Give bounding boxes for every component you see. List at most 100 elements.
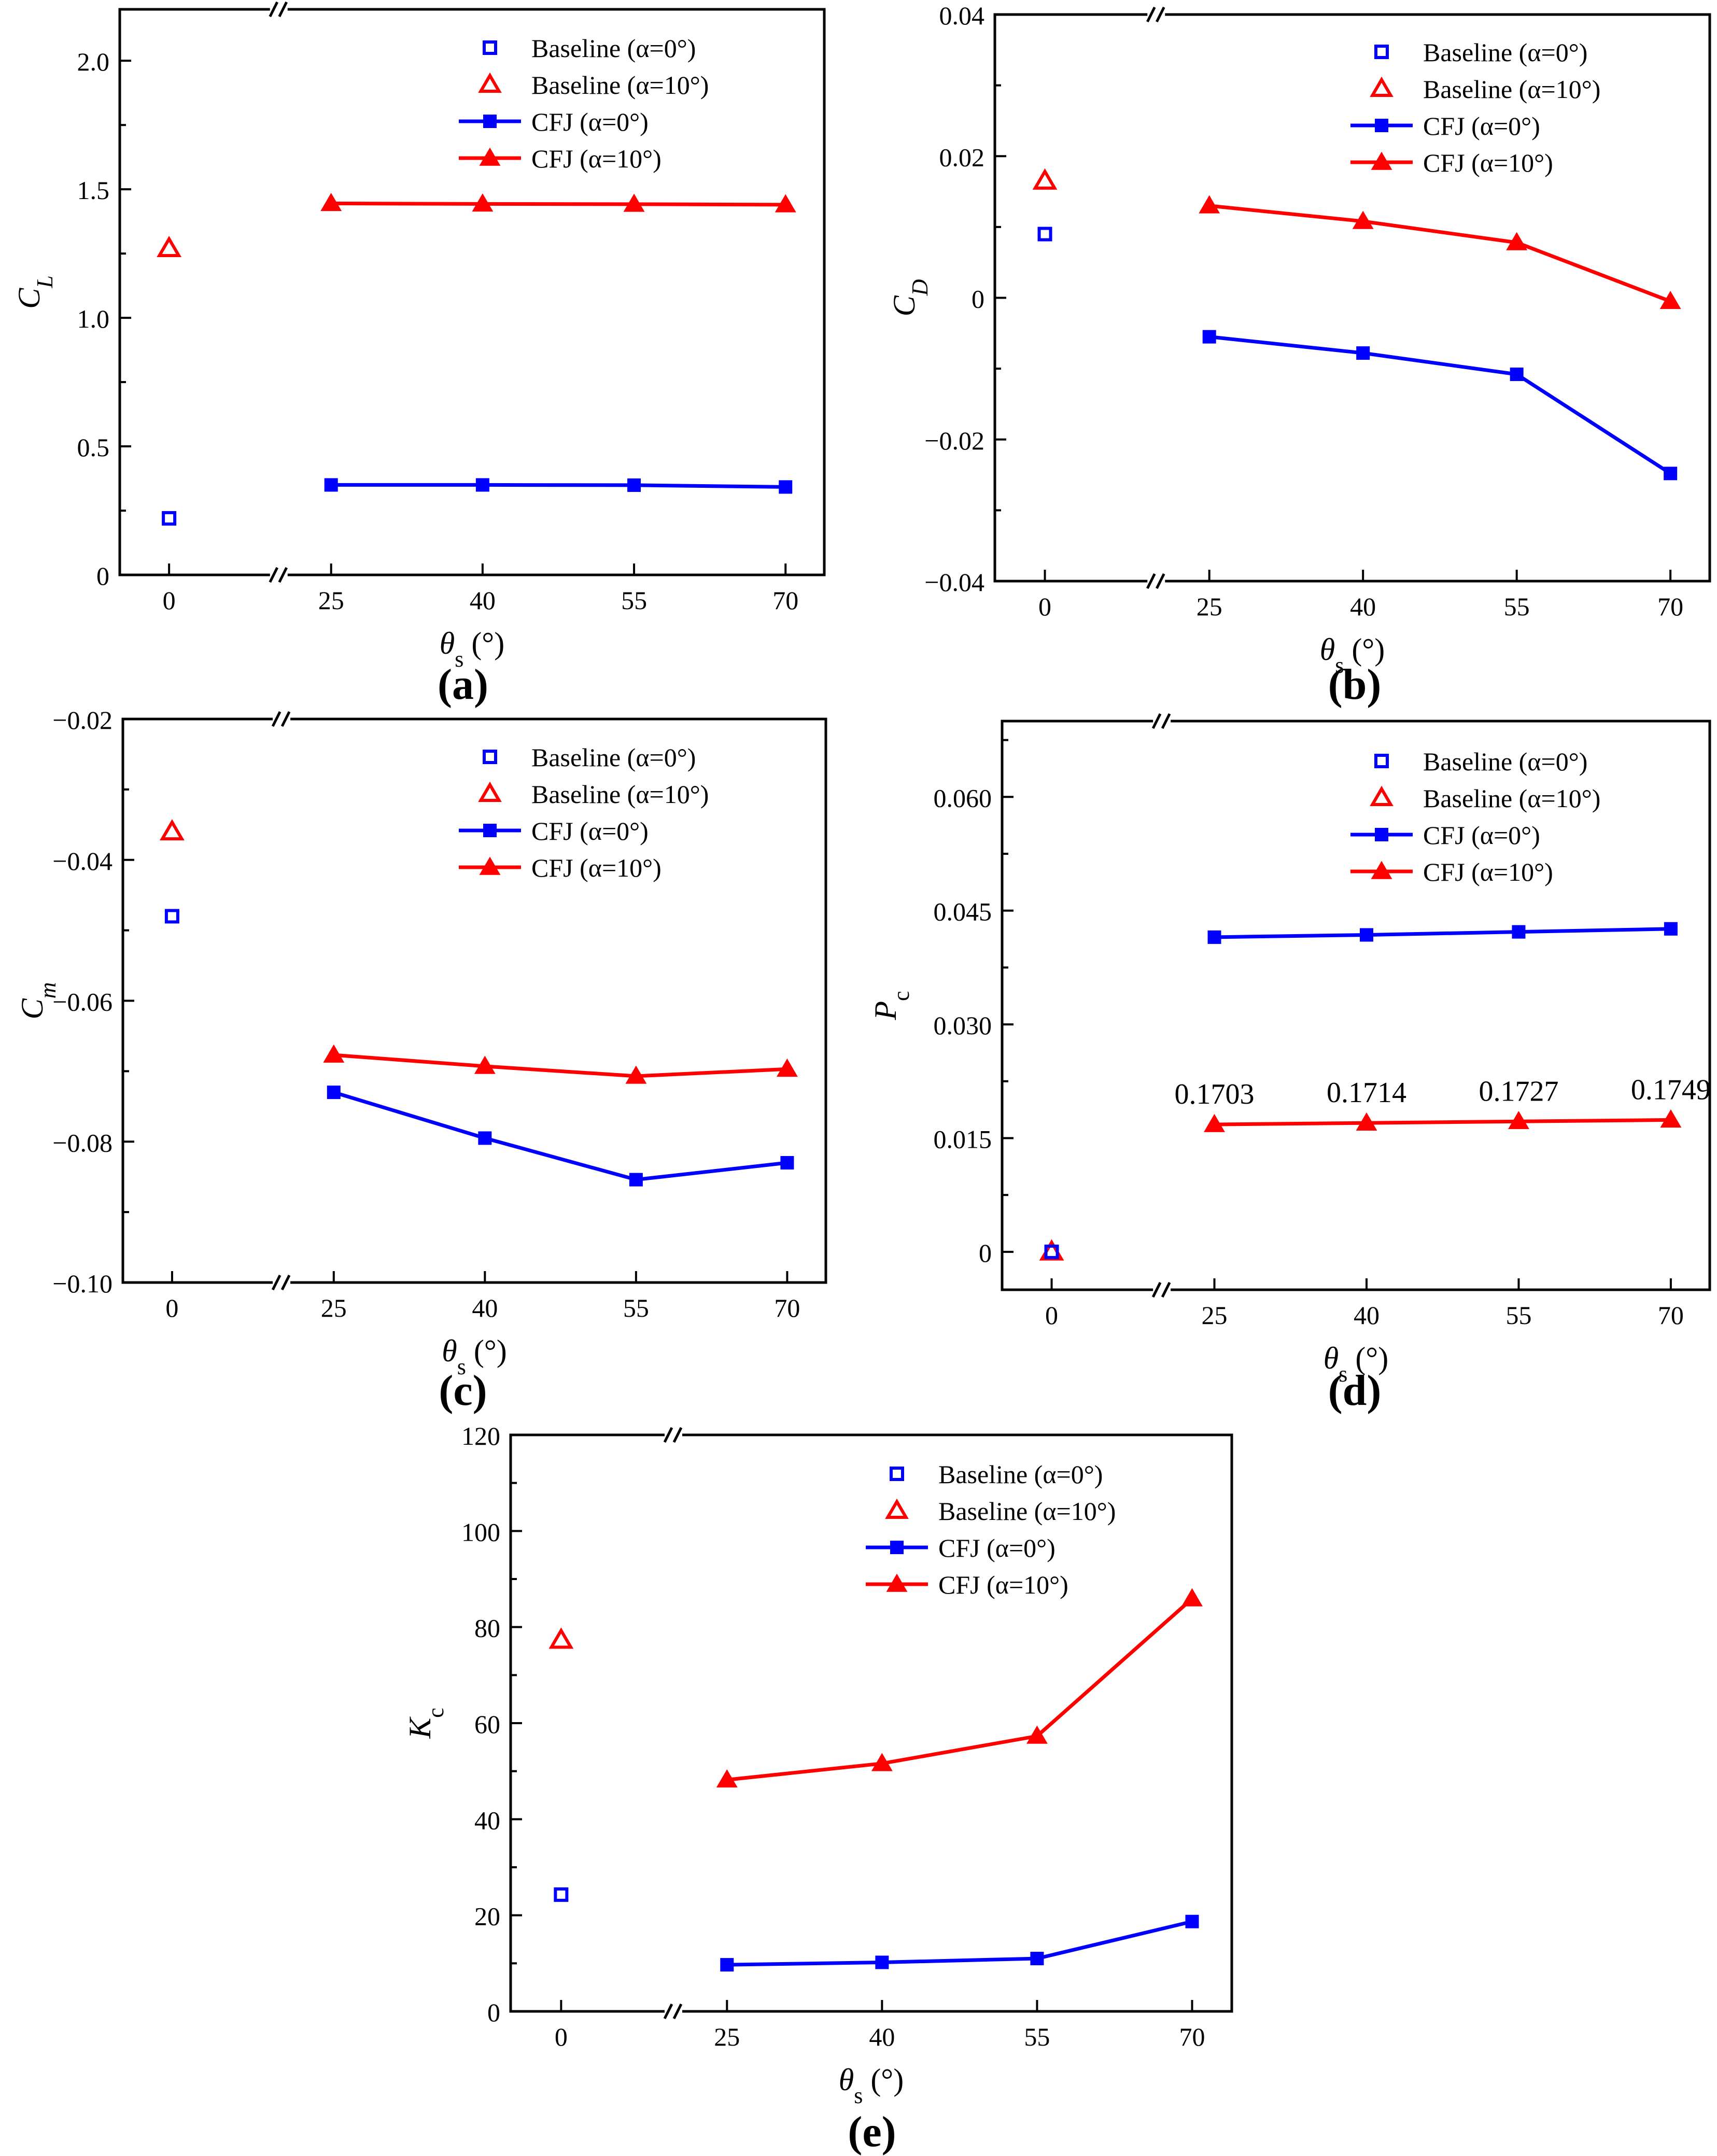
data-point-cfj-alpha10 [1026,1725,1048,1744]
series-line-cfj-alpha0 [1209,335,1672,475]
data-label: 0.1714 [1327,1077,1406,1109]
data-point-cfj-alpha10 [776,1058,798,1077]
panel-label: (e) [848,2108,896,2156]
x-axis-label: θs (°) [440,626,505,672]
y-tick-label: 80 [474,1614,500,1643]
y-tick-label: 0 [487,1998,500,2027]
legend-baseline-alpha0: Baseline (α=0°) [483,34,696,63]
legend: Baseline (α=0°) Baseline (α=10°) CFJ (α=0°… [1350,38,1600,177]
data-point-baseline-alpha0 [554,1887,569,1902]
x-axis-label: θs (°) [1320,632,1385,678]
plot-frame [121,717,827,1284]
y-axis-label: CL [12,275,58,309]
legend-label: Baseline (α=0°) [938,1460,1103,1489]
data-point-cfj-alpha10 [1508,1110,1529,1130]
data-point-cfj-alpha10 [625,1065,647,1084]
data-point-cfj-alpha0 [1030,1952,1044,1966]
y-tick-label: 0.02 [939,143,985,172]
data-point-baseline-alpha10 [157,235,182,257]
data-point-cfj-alpha10 [623,193,645,212]
legend-cfj-alpha0: CFJ (α=0°) [1350,111,1540,140]
y-axis-label-subscript: L [32,275,58,288]
x-axis-label-unit: (°) [1344,632,1385,667]
legend-marker [479,147,501,166]
y-axis-label-subscript: c [423,1708,448,1718]
y-axis-label-symbol: C [12,288,46,309]
x-tick-label: 0 [555,2022,568,2051]
y-axis-label-symbol: P [868,1001,903,1021]
legend-baseline-alpha10: Baseline (α=10°) [478,780,709,809]
legend-label: CFJ (α=10°) [531,853,662,882]
x-tick-label: 0 [165,1293,178,1322]
x-axis-label-symbol: θ [1320,632,1335,667]
x-tick-label: 25 [318,586,344,615]
plot-frame [118,8,826,576]
x-tick-label: 70 [1179,2022,1205,2051]
series-line-cfj-alpha0 [331,483,786,489]
y-axis-label-subscript: c [889,991,914,1001]
x-tick-label: 0 [163,586,176,615]
x-tick-label: 70 [774,1293,800,1322]
axis-break-mark [1151,1281,1171,1298]
x-axis-label: θs (°) [839,2063,904,2108]
x-axis-label-unit: (°) [1347,1341,1388,1375]
data-point-cfj-alpha10 [775,194,796,213]
legend-label: Baseline (α=10°) [531,780,709,809]
series-line-cfj-alpha10 [1209,204,1671,303]
y-axis-label: Cm [15,982,61,1020]
y-tick-label: 20 [474,1902,500,1931]
data-point-cfj-alpha0 [1512,925,1526,939]
legend-cfj-alpha10: CFJ (α=10°) [1350,857,1553,886]
data-point-cfj-alpha10 [1660,1109,1682,1128]
series-line-cfj-alpha10 [331,201,786,207]
legend-label: Baseline (α=10°) [1423,784,1600,813]
y-tick-label: 0 [979,1238,992,1267]
data-point-cfj-alpha10 [1199,195,1220,214]
legend-marker [1374,45,1389,59]
legend-marker [885,1498,909,1519]
axis-break-mark [1146,6,1165,23]
legend-label: CFJ (α=0°) [531,107,649,136]
x-tick-label: 55 [623,1293,649,1322]
y-tick-label: −0.04 [924,568,984,597]
axis-break-mark [663,1427,683,1443]
legend-marker [1374,754,1389,768]
x-axis-label-unit: (°) [466,1334,507,1368]
y-axis-label-subscript: D [907,279,933,296]
data-point-cfj-alpha0 [1185,1914,1199,1928]
x-tick-label: 55 [1504,592,1530,621]
y-tick-label: 0 [972,285,984,314]
legend-baseline-alpha10: Baseline (α=10°) [885,1497,1116,1526]
legend-marker [478,72,502,93]
y-tick-label: 0.015 [934,1124,992,1153]
x-axis-label-subscript: s [457,1354,466,1379]
y-tick-label: 120 [461,1421,500,1450]
legend-marker [479,856,501,875]
x-tick-label: 25 [1197,592,1222,621]
y-tick-label: 0.5 [77,433,110,462]
data-point-cfj-alpha0 [478,1131,492,1145]
legend-marker [1371,151,1392,170]
legend-label: CFJ (α=0°) [531,816,649,846]
data-point-cfj-alpha0 [1356,346,1370,360]
panel-c: −0.10 −0.08 −0.06 −0.04 −0.02 0 25 40 55 70 θs (°)… [15,706,827,1415]
data-point-cfj-alpha0 [780,1156,794,1170]
x-axis-label: θs (°) [1324,1341,1389,1387]
axis-break-mark [269,567,288,583]
y-tick-label: 0.030 [934,1011,992,1040]
axis-break-mark [271,711,291,727]
panel-label: (d) [1328,1366,1382,1415]
plot-frame [993,13,1711,583]
y-axis-label-symbol: C [15,998,49,1019]
data-point-baseline-alpha0 [1044,1244,1059,1259]
data-point-cfj-alpha0 [627,478,641,492]
legend-label: Baseline (α=0°) [1423,38,1587,67]
data-point-cfj-alpha10 [472,193,494,212]
y-tick-label: 40 [474,1806,500,1835]
y-tick-label: 1.5 [77,176,110,205]
data-point-cfj-alpha10 [716,1769,738,1788]
legend-label: Baseline (α=0°) [1423,747,1587,776]
data-point-cfj-alpha10 [1181,1588,1203,1607]
panel-a: 0 0.5 1.0 1.5 2.0 0 25 40 55 70 θs (°) CL Baseline (… [12,1,826,709]
y-tick-label: 0.04 [939,1,985,30]
